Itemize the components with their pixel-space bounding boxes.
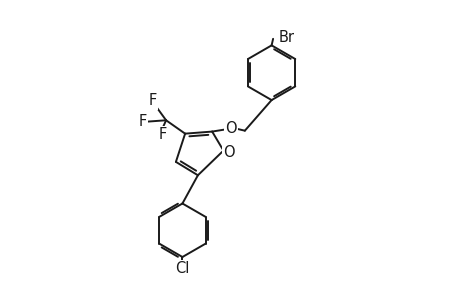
Text: Br: Br [278, 30, 293, 45]
Text: O: O [223, 145, 234, 160]
Text: F: F [138, 114, 146, 129]
Text: F: F [158, 127, 166, 142]
Text: Cl: Cl [175, 261, 189, 276]
Text: F: F [148, 94, 157, 109]
Text: O: O [224, 121, 236, 136]
